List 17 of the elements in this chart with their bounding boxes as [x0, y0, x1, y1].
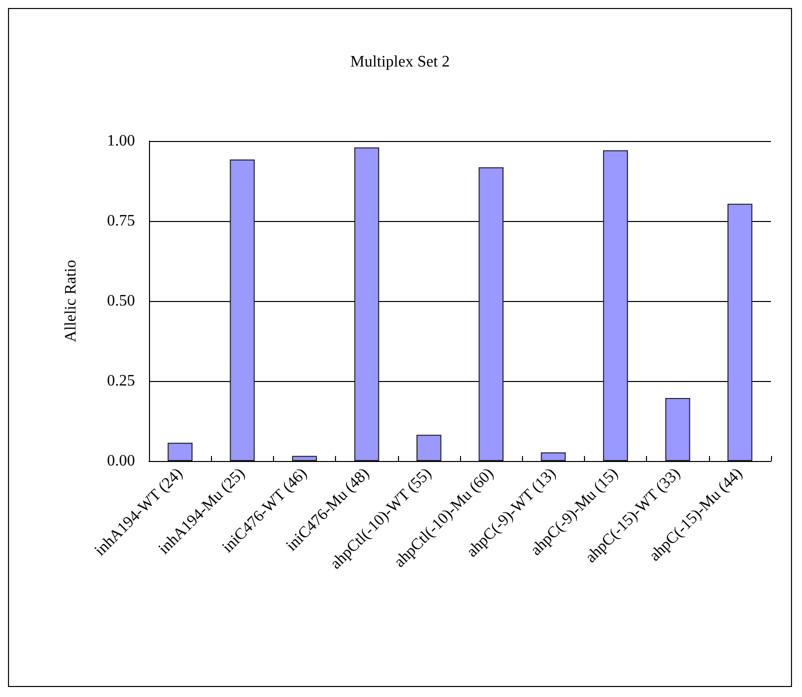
- bar: [168, 442, 193, 461]
- y-tick-label: 0.50: [107, 292, 135, 310]
- bar: [665, 398, 690, 461]
- bar: [230, 160, 255, 461]
- y-tick-label: 0.00: [107, 452, 135, 470]
- y-tick-label: 0.75: [107, 212, 135, 230]
- bar: [292, 456, 317, 461]
- y-tick-label: 1.00: [107, 132, 135, 150]
- bar: [354, 147, 380, 461]
- bar: [727, 204, 752, 461]
- y-axis-title: Allelic Ratio: [62, 260, 80, 342]
- bar: [478, 167, 504, 461]
- bar: [540, 452, 566, 461]
- bar: [416, 434, 442, 461]
- y-tick-label: 0.25: [107, 372, 135, 390]
- bar: [603, 150, 628, 461]
- chart-title: Multiplex Set 2: [350, 54, 450, 70]
